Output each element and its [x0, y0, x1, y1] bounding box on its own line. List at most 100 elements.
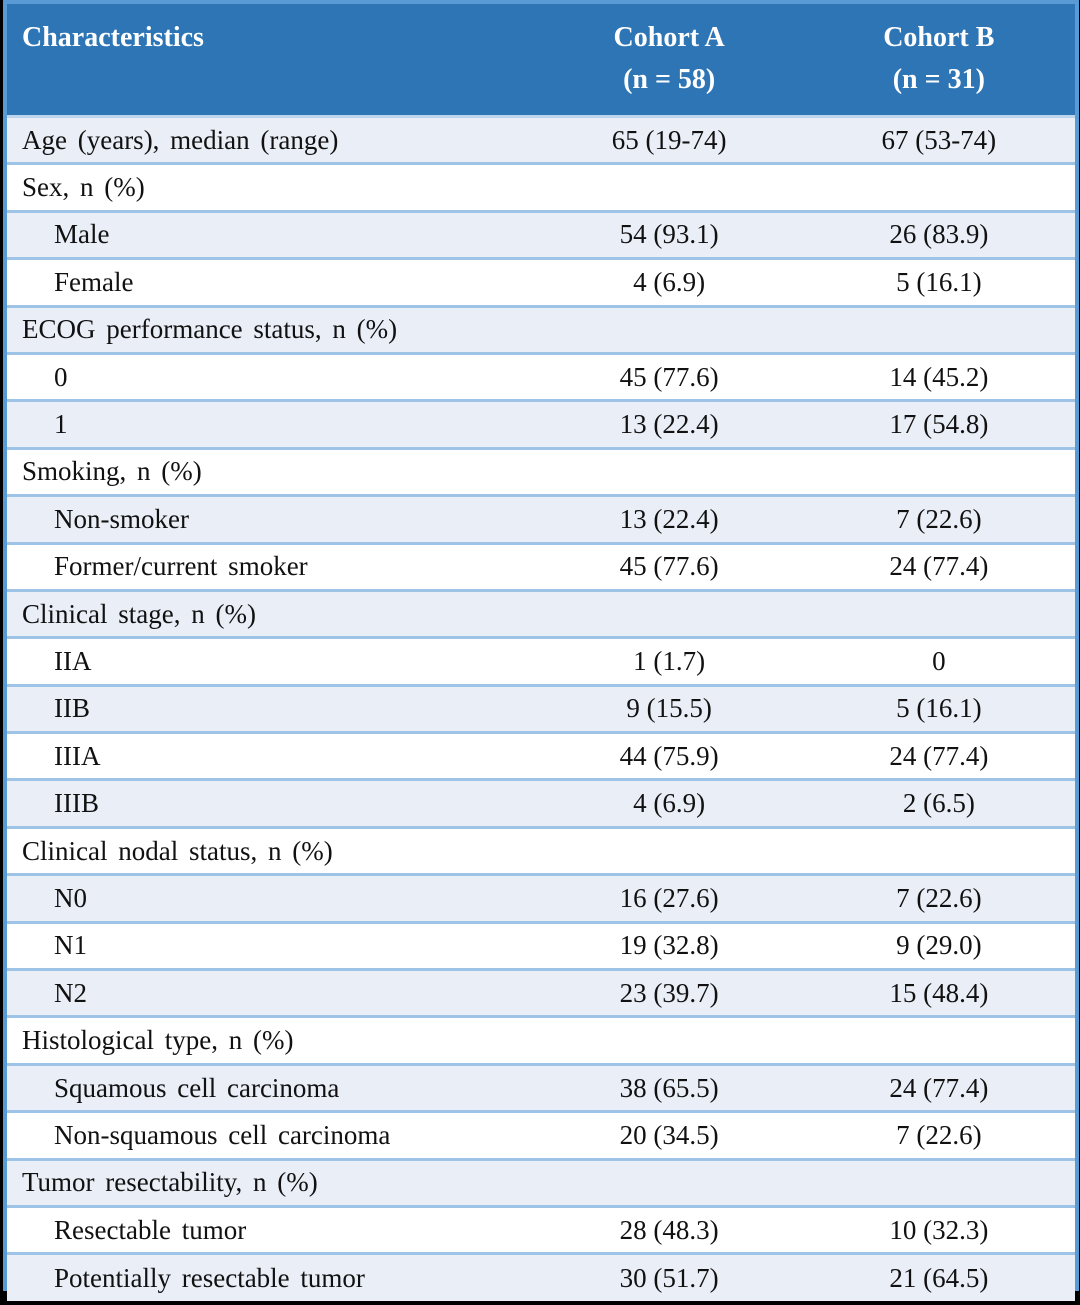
cohort-b-value: 7 (22.6): [896, 1119, 982, 1150]
table-row: IIA 1 (1.7) 0: [7, 637, 1075, 686]
cohort-a-value: [536, 448, 803, 495]
cohort-a-value: 13 (22.4): [619, 503, 719, 534]
table-row: Former/current smoker 45 (77.6) 24 (77.4…: [7, 543, 1075, 591]
table-row: IIIB 4 (6.9) 2 (6.5): [7, 779, 1075, 828]
table-row: Sex, n (%): [7, 163, 1075, 212]
row-label: IIA: [54, 645, 92, 676]
table-row: Tumor resectability, n (%): [7, 1159, 1075, 1207]
table-row: Histological type, n (%): [7, 1016, 1075, 1065]
cohort-b-value: 9 (29.0): [896, 930, 982, 961]
cohort-a-value: [536, 827, 803, 874]
row-label: IIIB: [54, 788, 99, 819]
row-label: Non-squamous cell carcinoma: [54, 1119, 391, 1150]
cohort-a-value: 19 (32.8): [619, 930, 719, 961]
cohort-a-value: 9 (15.5): [626, 693, 712, 724]
cohort-b-value: 24 (77.4): [889, 551, 989, 582]
table-row: Non-smoker 13 (22.4) 7 (22.6): [7, 495, 1075, 544]
cohort-a-value: 13 (22.4): [619, 409, 719, 440]
table-row: Male 54 (93.1) 26 (83.9): [7, 211, 1075, 259]
row-label: Tumor resectability, n (%): [22, 1167, 318, 1198]
row-label: N1: [54, 930, 87, 961]
row-label: Squamous cell carcinoma: [54, 1072, 340, 1103]
table-row: Clinical stage, n (%): [7, 590, 1075, 638]
cohort-b-value: 67 (53-74): [881, 124, 997, 155]
cohort-b-value: 24 (77.4): [889, 1072, 989, 1103]
cohort-b-value: [803, 827, 1075, 874]
cohort-a-title: Cohort A: [613, 22, 725, 53]
cohort-a-value: 28 (48.3): [619, 1214, 719, 1245]
cohort-a-n: (n = 58): [623, 64, 716, 95]
cohort-b-value: 24 (77.4): [889, 740, 989, 771]
cohort-a-value: 4 (6.9): [633, 788, 706, 819]
cohort-b-value: 21 (64.5): [889, 1262, 989, 1293]
row-label: Female: [54, 266, 134, 297]
table-row: IIB 9 (15.5) 5 (16.1): [7, 685, 1075, 733]
cohort-b-n: (n = 31): [892, 64, 985, 95]
row-label: Clinical nodal status, n (%): [22, 835, 333, 866]
row-label: 0: [54, 361, 68, 392]
cohort-b-value: 17 (54.8): [889, 409, 989, 440]
table-row: Non-squamous cell carcinoma 20 (34.5) 7 …: [7, 1111, 1075, 1160]
table-row: Female 4 (6.9) 5 (16.1): [7, 258, 1075, 307]
cohort-a-value: 4 (6.9): [633, 266, 706, 297]
characteristics-table-container: Characteristics Cohort A (n = 58) Cohort…: [3, 0, 1079, 1302]
row-label: Former/current smoker: [54, 551, 308, 582]
cohort-b-value: 7 (22.6): [896, 503, 982, 534]
row-label: Resectable tumor: [54, 1214, 247, 1245]
table-row: Smoking, n (%): [7, 448, 1075, 496]
table-row: Resectable tumor 28 (48.3) 10 (32.3): [7, 1206, 1075, 1254]
row-label: N0: [54, 882, 87, 913]
row-label: 1: [54, 409, 68, 440]
row-label: N2: [54, 977, 87, 1008]
cohort-a-value: 65 (19-74): [611, 124, 727, 155]
cohort-a-value: 1 (1.7): [633, 645, 706, 676]
cohort-a-value: 38 (65.5): [619, 1072, 719, 1103]
row-label: Male: [54, 219, 110, 250]
row-label: Sex, n (%): [22, 172, 145, 203]
characteristics-table: Characteristics Cohort A (n = 58) Cohort…: [7, 4, 1075, 1302]
row-label: Age (years), median (range): [22, 124, 339, 155]
cohort-b-value: 15 (48.4): [889, 977, 989, 1008]
table-row: N1 19 (32.8) 9 (29.0): [7, 922, 1075, 970]
cohort-a-value: [536, 306, 803, 353]
table-row: Squamous cell carcinoma 38 (65.5) 24 (77…: [7, 1064, 1075, 1112]
table-body: Age (years), median (range) 65 (19-74) 6…: [7, 116, 1075, 1302]
cohort-a-value: [536, 1159, 803, 1206]
cohort-a-value: 44 (75.9): [619, 740, 719, 771]
cohort-a-value: 20 (34.5): [619, 1119, 719, 1150]
header-characteristics-label: Characteristics: [22, 22, 204, 53]
header-cohort-a: Cohort A (n = 58): [535, 4, 803, 118]
header-cohort-b: Cohort B (n = 31): [802, 4, 1075, 118]
cohort-a-value: 23 (39.7): [619, 977, 719, 1008]
cohort-a-value: 16 (27.6): [619, 882, 719, 913]
cohort-b-value: [803, 1159, 1075, 1206]
table-header: Characteristics Cohort A (n = 58) Cohort…: [7, 4, 1075, 118]
cohort-b-value: 7 (22.6): [896, 882, 982, 913]
cohort-b-value: 14 (45.2): [889, 361, 989, 392]
cohort-b-value: 2 (6.5): [902, 788, 975, 819]
row-label: Clinical stage, n (%): [22, 598, 256, 629]
header-characteristics: Characteristics: [7, 4, 536, 118]
row-label: IIIA: [54, 740, 101, 771]
cohort-b-value: 5 (16.1): [896, 266, 982, 297]
cohort-b-value: [803, 448, 1075, 495]
cohort-a-value: 45 (77.6): [619, 551, 719, 582]
row-label: Potentially resectable tumor: [54, 1262, 365, 1293]
cohort-a-value: [536, 590, 803, 637]
table-row: Clinical nodal status, n (%): [7, 827, 1075, 875]
header-row: Characteristics Cohort A (n = 58) Cohort…: [7, 4, 1075, 118]
row-label: ECOG performance status, n (%): [22, 314, 398, 345]
table-row: N0 16 (27.6) 7 (22.6): [7, 874, 1075, 923]
cohort-b-value: 26 (83.9): [889, 219, 989, 250]
table-row: IIIA 44 (75.9) 24 (77.4): [7, 732, 1075, 780]
cohort-b-value: 10 (32.3): [889, 1214, 989, 1245]
cohort-b-value: [803, 306, 1075, 353]
cohort-a-value: 54 (93.1): [619, 219, 719, 250]
cohort-b-value: [803, 590, 1075, 637]
row-label: Smoking, n (%): [22, 456, 202, 487]
row-label: IIB: [54, 693, 90, 724]
cohort-b-value: [803, 1017, 1075, 1064]
table-row: N2 23 (39.7) 15 (48.4): [7, 969, 1075, 1017]
table-row: Age (years), median (range) 65 (19-74) 6…: [7, 116, 1075, 164]
